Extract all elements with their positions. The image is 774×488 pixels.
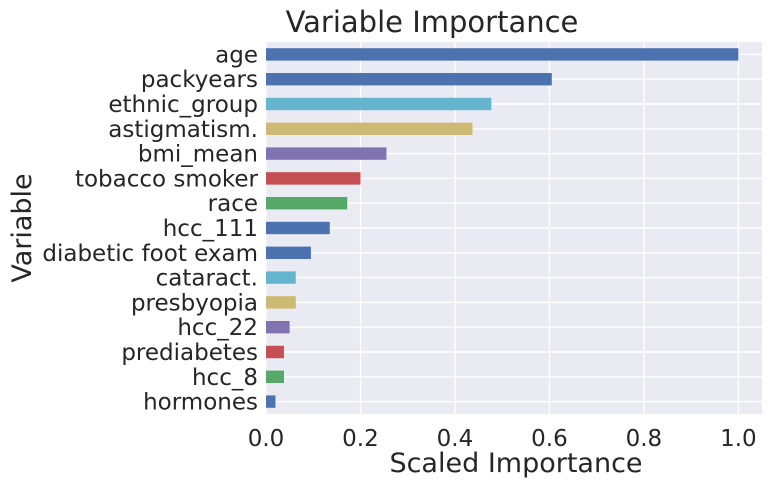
x-tick-label: 0.2 bbox=[342, 426, 379, 452]
bar-hcc-111 bbox=[266, 221, 330, 235]
bar-race bbox=[266, 197, 348, 210]
y-axis-label: Variable bbox=[7, 173, 38, 282]
x-tick-label: 0.8 bbox=[626, 426, 663, 452]
y-tick-label: hcc_8 bbox=[192, 365, 258, 391]
bar-astigmatism bbox=[266, 122, 473, 135]
bar-bmi-mean bbox=[266, 147, 387, 160]
x-tick-label: 0.6 bbox=[531, 426, 568, 452]
x-tick-label: 0.0 bbox=[248, 426, 285, 452]
bar-tobacco-smoker bbox=[266, 172, 361, 185]
y-tick-label: cataract. bbox=[156, 266, 258, 292]
y-tick-label: race bbox=[208, 191, 258, 217]
x-axis-label: Scaled Importance bbox=[389, 448, 642, 479]
y-tick-label: hcc_111 bbox=[163, 216, 258, 242]
y-tick-label: hormones bbox=[143, 390, 258, 416]
bar-hcc-8 bbox=[266, 370, 284, 383]
y-tick-label: tobacco smoker bbox=[75, 166, 259, 192]
y-tick-label: age bbox=[215, 42, 258, 68]
x-tick-label: 1.0 bbox=[720, 426, 757, 452]
y-tick-labels: hormoneshcc_8prediabeteshcc_22presbyopia… bbox=[42, 42, 258, 415]
y-tick-label: prediabetes bbox=[121, 340, 258, 366]
bars-layer bbox=[266, 48, 739, 408]
y-tick-label: bmi_mean bbox=[138, 142, 258, 168]
x-tick-labels: 0.0 0.2 0.4 0.6 0.8 1.0 bbox=[248, 426, 757, 452]
bar-age bbox=[266, 48, 739, 61]
y-tick-label: astigmatism. bbox=[108, 117, 258, 143]
bar-ethnic-group bbox=[266, 97, 492, 111]
bar-prediabetes bbox=[266, 345, 284, 359]
y-tick-label: diabetic foot exam bbox=[42, 241, 258, 267]
y-tick-label: ethnic_group bbox=[108, 92, 258, 118]
y-tick-label: hcc_22 bbox=[177, 315, 258, 341]
bar-hormones bbox=[266, 395, 276, 408]
y-tick-label: packyears bbox=[141, 67, 258, 93]
chart-title: Variable Importance bbox=[286, 5, 579, 39]
bar-cataract bbox=[266, 271, 296, 284]
x-tick-label: 0.4 bbox=[437, 426, 474, 452]
y-tick-label: presbyopia bbox=[131, 290, 258, 316]
bar-packyears bbox=[266, 73, 552, 86]
bar-hcc-22 bbox=[266, 321, 290, 334]
bar-presbyopia bbox=[266, 296, 296, 309]
bar-diabetic-foot-exam bbox=[266, 246, 311, 259]
